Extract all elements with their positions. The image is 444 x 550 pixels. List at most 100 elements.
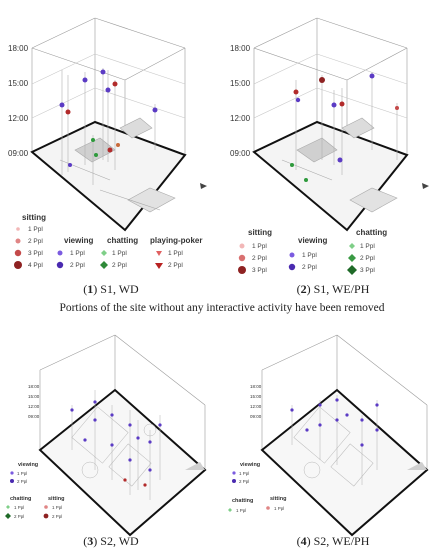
chatting-marker (91, 138, 95, 142)
panel-s1-weph: 18:00 15:00 12:00 09:00 sitting 1 Ppl (222, 0, 444, 300)
panel-1-graphic: 18:00 15:00 12:00 09:00 (8, 17, 207, 269)
svg-text:2 Ppl: 2 Ppl (14, 514, 24, 519)
svg-text:chatting: chatting (356, 228, 387, 237)
sitting-marker (112, 81, 118, 87)
activity-columns (61, 68, 156, 185)
activity-columns (291, 395, 378, 485)
legend-viewing: viewing 1 Ppl 2 Ppl (56, 236, 93, 269)
legend-sitting: sitting 1 Ppl 2 Ppl (43, 496, 65, 519)
sitting-marker (339, 101, 345, 107)
svg-text:2 Ppl: 2 Ppl (168, 262, 183, 269)
north-arrow (422, 183, 429, 189)
chatting-marker (290, 163, 294, 167)
tick-15: 15:00 (28, 394, 40, 399)
svg-text:1 Ppl: 1 Ppl (52, 505, 62, 510)
svg-text:sitting: sitting (248, 228, 272, 237)
svg-text:1 Ppl: 1 Ppl (14, 505, 24, 510)
tick-12: 12:00 (8, 114, 29, 123)
panel-4-graphic: 18:00 15:00 12:00 09:00 viewing 1 Ppl 2 … (228, 334, 429, 537)
legend-playing-poker: playing-poker 1 Ppl 2 Ppl (150, 236, 202, 269)
svg-text:3 Ppl: 3 Ppl (252, 267, 267, 274)
tick-15: 15:00 (8, 79, 29, 88)
site-features (293, 406, 374, 487)
legend-viewing: viewing 1 Ppl 2 Ppl (10, 462, 38, 484)
svg-text:playing-poker: playing-poker (150, 236, 202, 245)
svg-text:1 Ppl: 1 Ppl (239, 471, 249, 476)
sitting-marker (116, 143, 120, 147)
panel-s1-wd: 18:00 15:00 12:00 09:00 (0, 0, 222, 300)
svg-text:1 Ppl: 1 Ppl (236, 508, 246, 513)
viewing-marker (100, 69, 106, 75)
svg-text:1 Ppl: 1 Ppl (168, 250, 183, 257)
box-wireframe (31, 17, 186, 230)
svg-text:2 Ppl: 2 Ppl (28, 238, 43, 245)
legend-sitting: sitting 1 Ppl (266, 496, 287, 511)
tick-12: 12:00 (250, 404, 262, 409)
sitting-marker (395, 106, 399, 110)
caption-2: (2) S1, WE/PH (296, 282, 370, 296)
tick-15: 15:00 (250, 394, 262, 399)
tick-18: 18:00 (8, 44, 29, 53)
site-floor (252, 120, 409, 232)
activity-markers (70, 400, 162, 487)
viewing-marker (337, 157, 343, 163)
removed-portions-note: Portions of the site without any interac… (59, 302, 385, 314)
svg-text:1 Ppl: 1 Ppl (302, 252, 317, 259)
chatting-marker (94, 153, 98, 157)
svg-text:1 Ppl: 1 Ppl (70, 250, 85, 257)
site-corner (407, 462, 427, 470)
panel-s2-weph: 18:00 15:00 12:00 09:00 viewing 1 Ppl 2 … (222, 320, 444, 550)
svg-text:2 Ppl: 2 Ppl (239, 479, 249, 484)
svg-text:2 Ppl: 2 Ppl (360, 255, 375, 262)
svg-text:viewing: viewing (298, 236, 327, 245)
legend-sitting: sitting 1 Ppl 2 Ppl 3 Ppl (238, 228, 272, 274)
activity-columns (71, 390, 161, 500)
tick-09: 09:00 (28, 414, 40, 419)
activity-markers (59, 69, 158, 167)
svg-text:1 Ppl: 1 Ppl (274, 506, 284, 511)
viewing-marker (369, 73, 375, 79)
viewing-marker (59, 102, 65, 108)
svg-text:chatting: chatting (232, 498, 253, 504)
svg-text:2 Ppl: 2 Ppl (70, 262, 85, 269)
tick-09: 09:00 (8, 149, 29, 158)
svg-text:2 Ppl: 2 Ppl (17, 479, 27, 484)
svg-text:viewing: viewing (18, 462, 38, 468)
sitting-marker (319, 77, 325, 83)
svg-text:1 Ppl: 1 Ppl (112, 250, 127, 257)
legend-sitting: sitting 1 Ppl 2 Ppl 3 Ppl 4 Ppl (14, 213, 46, 269)
svg-text:sitting: sitting (270, 496, 287, 502)
svg-text:1 Ppl: 1 Ppl (17, 471, 27, 476)
site-floor (260, 388, 429, 537)
svg-text:chatting: chatting (10, 496, 31, 502)
site-floor (30, 120, 187, 232)
viewing-marker (105, 87, 111, 93)
svg-text:sitting: sitting (48, 496, 65, 502)
viewing-marker (68, 163, 72, 167)
legend-viewing: viewing 1 Ppl 2 Ppl (288, 236, 327, 271)
caption-4: (4) S2, WE/PH (296, 534, 370, 548)
sitting-marker (293, 89, 299, 95)
tick-09: 09:00 (250, 414, 262, 419)
svg-text:2 Ppl: 2 Ppl (302, 264, 317, 271)
sitting-marker (107, 147, 113, 153)
panel-2-graphic: 18:00 15:00 12:00 09:00 sitting 1 Ppl (230, 17, 429, 275)
svg-text:viewing: viewing (240, 462, 260, 468)
panel-s2-wd: 18:00 15:00 12:00 09:00 viewing 1 Ppl 2 … (0, 320, 222, 550)
legend-chatting: chatting 1 Ppl 2 Ppl (5, 496, 31, 519)
caption-1: (1) S1, WD (83, 282, 139, 296)
viewing-marker (331, 102, 337, 108)
sitting-marker (65, 109, 71, 115)
activity-markers (290, 398, 379, 447)
svg-text:1 Ppl: 1 Ppl (28, 226, 43, 233)
tick-12: 12:00 (230, 114, 251, 123)
viewing-marker (295, 97, 301, 103)
svg-text:1 Ppl: 1 Ppl (252, 243, 267, 250)
viewing-marker (152, 107, 158, 113)
legend-viewing: viewing 1 Ppl 2 Ppl (232, 462, 260, 484)
svg-text:chatting: chatting (107, 236, 138, 245)
legend-chatting: chatting 1 Ppl 2 Ppl 3 Ppl (347, 228, 387, 275)
site-features (71, 406, 157, 487)
tick-15: 15:00 (230, 79, 251, 88)
legend-chatting: chatting 1 Ppl 2 Ppl (100, 236, 138, 269)
